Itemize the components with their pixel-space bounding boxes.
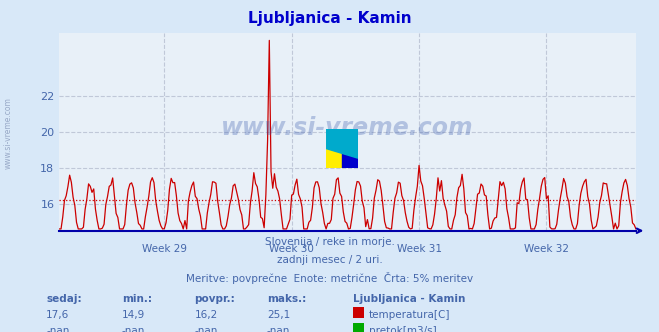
Text: Week 31: Week 31 <box>397 244 442 254</box>
Text: maks.:: maks.: <box>267 294 306 304</box>
Polygon shape <box>326 129 358 158</box>
Text: 14,9: 14,9 <box>122 310 145 320</box>
Text: 25,1: 25,1 <box>267 310 290 320</box>
Text: Slovenija / reke in morje.: Slovenija / reke in morje. <box>264 237 395 247</box>
Text: zadnji mesec / 2 uri.: zadnji mesec / 2 uri. <box>277 255 382 265</box>
Text: -nan: -nan <box>194 326 217 332</box>
Text: -nan: -nan <box>46 326 69 332</box>
Text: Week 29: Week 29 <box>142 244 186 254</box>
Bar <box>342 129 358 168</box>
Text: -nan: -nan <box>122 326 145 332</box>
Text: Ljubljanica - Kamin: Ljubljanica - Kamin <box>248 11 411 26</box>
Text: Week 30: Week 30 <box>270 244 314 254</box>
Text: pretok[m3/s]: pretok[m3/s] <box>369 326 437 332</box>
Text: www.si-vreme.com: www.si-vreme.com <box>3 97 13 169</box>
Text: Ljubljanica - Kamin: Ljubljanica - Kamin <box>353 294 465 304</box>
Text: povpr.:: povpr.: <box>194 294 235 304</box>
Bar <box>326 129 342 168</box>
Text: 17,6: 17,6 <box>46 310 69 320</box>
Text: www.si-vreme.com: www.si-vreme.com <box>221 116 474 140</box>
Text: Meritve: povprečne  Enote: metrične  Črta: 5% meritev: Meritve: povprečne Enote: metrične Črta:… <box>186 272 473 284</box>
Text: 16,2: 16,2 <box>194 310 217 320</box>
Text: Week 32: Week 32 <box>524 244 569 254</box>
Text: temperatura[C]: temperatura[C] <box>369 310 451 320</box>
Text: min.:: min.: <box>122 294 152 304</box>
Text: sedaj:: sedaj: <box>46 294 82 304</box>
Text: -nan: -nan <box>267 326 290 332</box>
